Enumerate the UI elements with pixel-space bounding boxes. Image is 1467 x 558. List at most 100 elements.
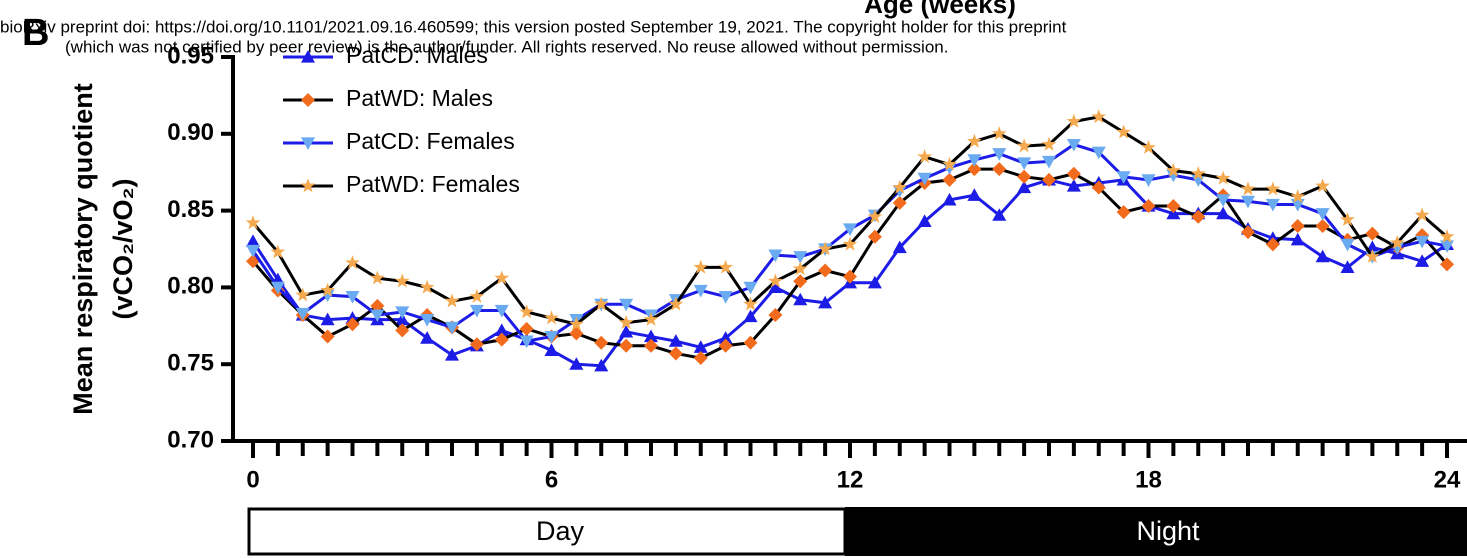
y-tick-label: 0.75 — [167, 350, 214, 377]
data-point — [1191, 209, 1206, 224]
data-point — [295, 287, 311, 302]
data-point — [867, 209, 883, 223]
data-point — [394, 273, 410, 288]
data-point — [1315, 208, 1330, 221]
data-point — [1091, 146, 1106, 160]
data-point — [320, 329, 335, 344]
y-tick-label: 0.70 — [167, 426, 214, 453]
data-point — [1216, 194, 1231, 207]
data-point — [1240, 181, 1256, 196]
legend-marker — [301, 137, 315, 150]
data-point — [420, 331, 435, 344]
data-point — [718, 291, 733, 304]
x-tick-label: 6 — [545, 466, 558, 493]
data-point — [569, 326, 584, 341]
data-point — [295, 307, 310, 321]
x-tick-label: 12 — [837, 466, 864, 493]
data-point — [1265, 198, 1280, 212]
data-point — [270, 281, 285, 295]
data-point — [768, 249, 783, 263]
data-point — [1315, 249, 1330, 263]
data-point — [793, 251, 808, 264]
data-point — [1091, 109, 1107, 124]
data-point — [842, 236, 858, 251]
data-point — [1414, 207, 1430, 222]
data-point — [892, 195, 907, 210]
data-point — [967, 162, 982, 177]
data-point — [594, 358, 609, 372]
data-point — [619, 324, 634, 338]
data-point — [469, 337, 484, 352]
data-point — [892, 185, 907, 198]
data-point — [1116, 124, 1131, 139]
legend-label: PatWD: Females — [346, 171, 520, 197]
data-point — [494, 270, 510, 285]
data-point — [1340, 260, 1355, 274]
data-point — [320, 282, 335, 297]
data-point — [1365, 226, 1380, 241]
preprint-header: bioRxiv preprint doi: https://doi.org/10… — [0, 17, 1067, 36]
data-point — [1241, 195, 1255, 209]
data-point — [519, 321, 534, 336]
y-tick-label: 0.90 — [167, 119, 214, 146]
data-point — [1017, 180, 1032, 194]
y-tick-label: 0.80 — [167, 273, 214, 300]
x-tick-label: 24 — [1434, 466, 1461, 493]
data-point — [867, 275, 882, 289]
data-point — [942, 156, 957, 171]
data-point — [618, 315, 634, 329]
data-point — [469, 304, 484, 318]
data-point — [320, 312, 335, 326]
data-point — [1042, 155, 1056, 169]
data-point — [967, 154, 982, 167]
preprint-header: (which was not certified by peer review)… — [65, 37, 948, 56]
data-point — [693, 351, 708, 366]
data-point — [593, 296, 609, 311]
legend-marker — [301, 93, 315, 107]
data-point — [1415, 235, 1430, 249]
x-tick-label: 0 — [246, 466, 259, 493]
data-point — [1166, 162, 1181, 177]
data-point — [370, 309, 385, 323]
data-point — [1340, 238, 1355, 252]
night-label: Night — [1136, 516, 1200, 546]
data-point — [743, 281, 758, 295]
data-point — [967, 188, 982, 201]
y-axis-label: (vCO₂/vO₂) — [108, 178, 138, 319]
x-tick-label: 18 — [1135, 466, 1162, 493]
data-point — [917, 214, 932, 227]
data-point — [1440, 240, 1454, 253]
data-point — [1290, 232, 1305, 246]
data-point — [843, 269, 857, 284]
data-point — [419, 279, 435, 294]
data-point — [1190, 166, 1206, 180]
series-line — [251, 167, 1449, 360]
legend-label: PatCD: Females — [346, 128, 515, 154]
data-point — [643, 311, 659, 326]
data-point — [843, 223, 857, 237]
data-point — [942, 172, 957, 187]
data-point — [1216, 206, 1231, 220]
data-point — [992, 148, 1007, 161]
data-point — [370, 270, 385, 285]
data-point — [818, 295, 833, 309]
data-point — [1439, 229, 1455, 243]
y-tick-label: 0.85 — [167, 196, 214, 223]
data-point — [445, 321, 459, 335]
data-point — [768, 308, 783, 323]
data-point — [1116, 171, 1131, 184]
data-point — [1215, 170, 1231, 185]
data-point — [1141, 198, 1156, 213]
data-point — [619, 338, 634, 353]
data-point — [917, 149, 932, 164]
data-point — [967, 133, 982, 148]
data-point — [1315, 178, 1330, 193]
data-point — [693, 340, 708, 353]
data-point — [644, 329, 658, 343]
data-point — [345, 255, 360, 270]
data-point — [992, 208, 1007, 221]
data-point — [942, 192, 957, 206]
data-point — [594, 335, 609, 350]
data-point — [345, 317, 360, 332]
